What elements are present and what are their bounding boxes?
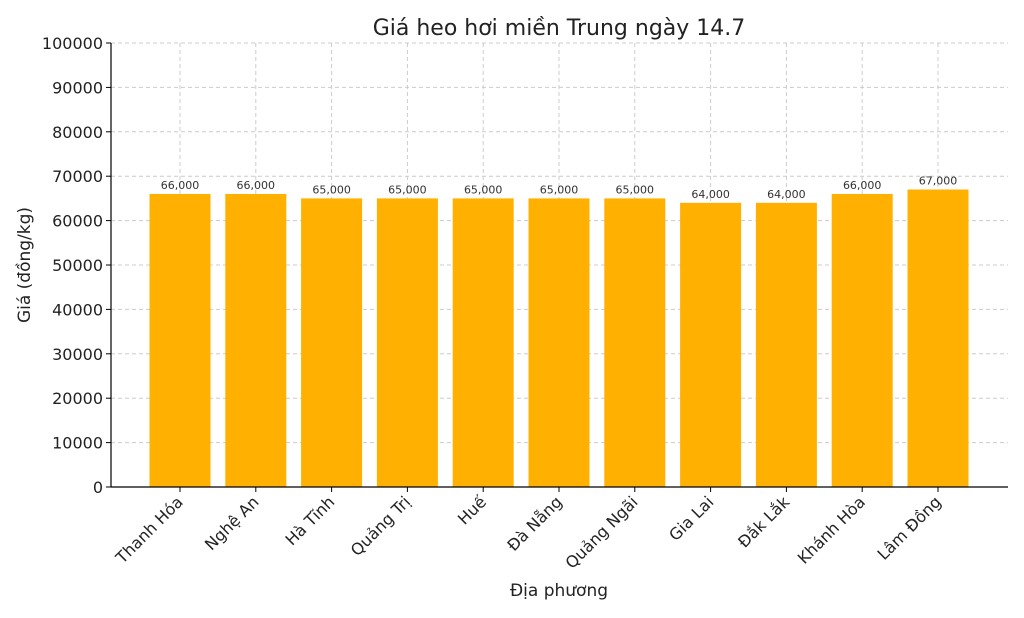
bar-1 [149,193,211,487]
bar-9 [755,202,817,487]
x-tick-label: Đắk Lắk [734,492,794,552]
bar-value-label: 65,000 [616,183,655,196]
bar-value-label: 65,000 [540,183,579,196]
bar-2 [225,193,287,487]
y-tick-label: 30000 [52,345,103,364]
y-tick-label: 100000 [42,34,103,53]
y-tick-label: 10000 [52,434,103,453]
x-tick-label: Thanh Hóa [111,492,186,567]
x-tick-labels: Thanh Hóa Nghệ An Hà Tĩnh Quảng Trị Huế Đà Nẵ… [111,492,944,573]
chart-title: Giá heo hơi miền Trung ngày 14.7 [373,16,746,41]
bar-value-label: 66,000 [161,179,200,192]
y-tick-label: 90000 [52,78,103,97]
y-tick-label: 70000 [52,167,103,186]
y-axis-label: Giá (đồng/kg) [14,207,35,323]
bar-value-label: 66,000 [237,179,276,192]
x-tick-label: Khánh Hòa [794,492,869,567]
x-tick-label: Đà Nẵng [503,492,565,554]
y-tick-label: 60000 [52,212,103,231]
axes [106,42,1008,492]
x-tick-label: Gia Lai [665,492,717,544]
y-tick-labels: 0 10000 20000 30000 40000 50000 60000 70000 8000… [42,34,103,497]
x-tick-label: Quảng Trị [347,492,414,559]
bar-3 [301,198,363,487]
y-tick-label: 50000 [52,256,103,275]
bar-value-label: 65,000 [312,183,351,196]
bar-7 [604,198,666,487]
x-tick-label: Nghệ An [201,492,263,554]
bar-value-label: 66,000 [843,179,882,192]
value-labels: 66,000 66,000 65,000 65,000 65,000 65,000 65,0… [161,175,958,201]
y-tick-label: 0 [93,478,103,497]
x-tick-label: Hà Tĩnh [282,492,339,549]
bar-8 [680,202,742,487]
bar-11 [907,189,969,487]
bar-6 [528,198,590,487]
bar-10 [831,193,893,487]
bar-value-label: 64,000 [767,188,806,201]
bar-value-label: 64,000 [691,188,730,201]
x-axis-label: Địa phương [510,581,608,601]
x-tick-label: Quảng Ngãi [562,492,642,572]
bar-value-label: 67,000 [919,175,958,188]
y-tick-label: 40000 [52,300,103,319]
bar-4 [376,198,438,487]
x-tick-label: Lâm Đồng [873,492,944,563]
bar-5 [452,198,514,487]
x-tick-label: Huế [454,492,490,528]
y-tick-label: 80000 [52,123,103,142]
bars [149,189,969,487]
bar-value-label: 65,000 [388,183,427,196]
bar-value-label: 65,000 [464,183,503,196]
y-tick-label: 20000 [52,389,103,408]
